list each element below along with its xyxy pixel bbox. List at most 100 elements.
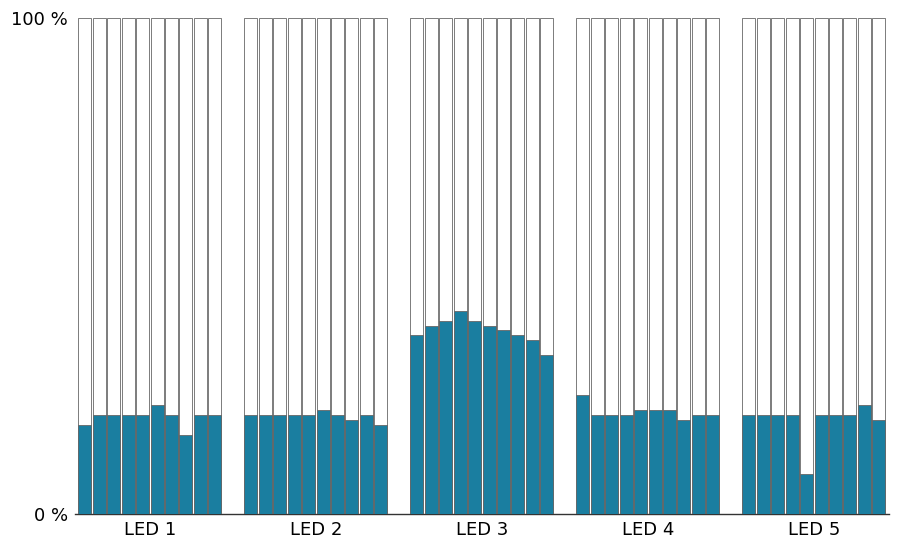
Bar (439, 18, 453, 514)
Bar (208, 18, 221, 514)
Bar (620, 18, 633, 514)
Bar (692, 18, 705, 514)
Bar (468, 321, 482, 514)
Bar (606, 18, 618, 514)
Bar (497, 18, 510, 514)
Bar (663, 410, 676, 514)
Bar (107, 18, 121, 514)
Bar (150, 405, 164, 514)
Bar (274, 415, 286, 514)
Bar (288, 18, 301, 514)
Bar (858, 405, 871, 514)
Bar (590, 18, 604, 514)
Bar (620, 415, 633, 514)
Bar (331, 415, 344, 514)
Bar (93, 18, 106, 514)
Bar (410, 18, 423, 514)
Bar (757, 18, 770, 514)
Bar (78, 425, 92, 514)
Bar (78, 18, 92, 514)
Bar (179, 434, 193, 514)
Bar (410, 336, 423, 514)
Bar (649, 410, 662, 514)
Bar (706, 415, 719, 514)
Bar (208, 415, 221, 514)
Bar (814, 415, 827, 514)
Bar (663, 18, 676, 514)
Bar (800, 18, 813, 514)
Bar (606, 415, 618, 514)
Bar (634, 18, 647, 514)
Bar (245, 415, 257, 514)
Bar (194, 18, 207, 514)
Bar (800, 474, 813, 514)
Bar (454, 311, 467, 514)
Bar (872, 420, 886, 514)
Bar (346, 420, 358, 514)
Bar (814, 18, 827, 514)
Bar (317, 18, 329, 514)
Bar (843, 18, 857, 514)
Bar (245, 18, 257, 514)
Bar (649, 18, 662, 514)
Bar (526, 340, 539, 514)
Bar (122, 415, 135, 514)
Bar (526, 18, 539, 514)
Bar (829, 415, 842, 514)
Bar (742, 415, 755, 514)
Bar (425, 326, 437, 514)
Bar (107, 415, 121, 514)
Bar (331, 18, 344, 514)
Bar (374, 18, 387, 514)
Bar (346, 18, 358, 514)
Bar (757, 415, 770, 514)
Bar (122, 18, 135, 514)
Bar (468, 18, 482, 514)
Bar (165, 415, 178, 514)
Bar (317, 410, 329, 514)
Bar (454, 18, 467, 514)
Bar (439, 321, 453, 514)
Bar (360, 415, 373, 514)
Bar (706, 18, 719, 514)
Bar (692, 415, 705, 514)
Bar (374, 425, 387, 514)
Bar (786, 18, 798, 514)
Bar (360, 18, 373, 514)
Bar (136, 415, 149, 514)
Bar (136, 18, 149, 514)
Bar (872, 18, 886, 514)
Bar (843, 415, 857, 514)
Bar (288, 415, 301, 514)
Bar (858, 18, 871, 514)
Bar (771, 415, 784, 514)
Bar (742, 18, 755, 514)
Bar (274, 18, 286, 514)
Bar (678, 420, 690, 514)
Bar (576, 18, 590, 514)
Bar (165, 18, 178, 514)
Bar (634, 410, 647, 514)
Bar (576, 395, 590, 514)
Bar (540, 355, 554, 514)
Bar (482, 326, 496, 514)
Bar (302, 415, 315, 514)
Bar (497, 331, 510, 514)
Bar (259, 18, 272, 514)
Bar (540, 18, 554, 514)
Bar (829, 18, 842, 514)
Bar (786, 415, 798, 514)
Bar (511, 18, 525, 514)
Bar (678, 18, 690, 514)
Bar (482, 18, 496, 514)
Bar (511, 336, 525, 514)
Bar (194, 415, 207, 514)
Bar (590, 415, 604, 514)
Bar (93, 415, 106, 514)
Bar (259, 415, 272, 514)
Bar (302, 18, 315, 514)
Bar (150, 18, 164, 514)
Bar (425, 18, 437, 514)
Bar (179, 18, 193, 514)
Bar (771, 18, 784, 514)
